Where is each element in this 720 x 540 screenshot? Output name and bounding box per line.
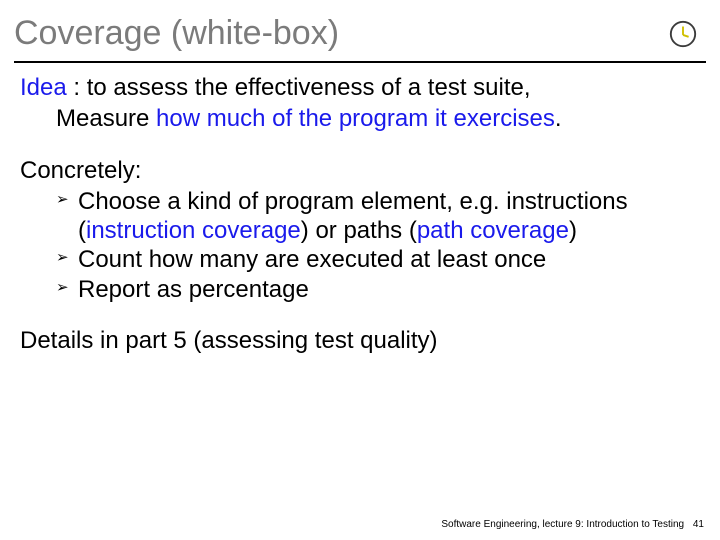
chair-logo-icon: [668, 19, 698, 49]
slide-body: Idea : to assess the effectiveness of a …: [0, 63, 720, 355]
idea-post-2: .: [555, 105, 562, 132]
list-item: ➢ Report as percentage: [56, 275, 700, 304]
b1-mid: ) or paths (: [301, 217, 417, 244]
b1-post: ): [569, 217, 577, 244]
footer-text: Software Engineering, lecture 9: Introdu…: [441, 519, 684, 530]
b1-blue2: path coverage: [417, 217, 569, 244]
list-item: ➢ Count how many are executed at least o…: [56, 245, 700, 274]
chevron-right-icon: ➢: [56, 191, 69, 209]
slide-title: Coverage (white-box): [14, 14, 339, 53]
idea-pre-2: Measure: [56, 105, 156, 132]
b1-blue1: instruction coverage: [86, 217, 301, 244]
slide-number: 41: [693, 519, 704, 530]
idea-line-1: Idea : to assess the effectiveness of a …: [20, 73, 700, 102]
b3-text: Report as percentage: [78, 276, 309, 303]
idea-blue-2: how much of the program it exercises: [156, 105, 555, 132]
details-line: Details in part 5 (assessing test qualit…: [20, 326, 700, 355]
idea-rest-1: : to assess the effectiveness of a test …: [67, 74, 531, 101]
slide-footer: Software Engineering, lecture 9: Introdu…: [441, 519, 704, 530]
bullet-list: ➢ Choose a kind of program element, e.g.…: [20, 187, 700, 304]
concretely-label: Concretely:: [20, 156, 700, 185]
list-item: ➢ Choose a kind of program element, e.g.…: [56, 187, 700, 246]
idea-label: Idea: [20, 74, 67, 101]
chevron-right-icon: ➢: [56, 249, 69, 267]
idea-line-2: Measure how much of the program it exerc…: [20, 104, 700, 133]
b2-text: Count how many are executed at least onc…: [78, 246, 546, 273]
chevron-right-icon: ➢: [56, 279, 69, 297]
